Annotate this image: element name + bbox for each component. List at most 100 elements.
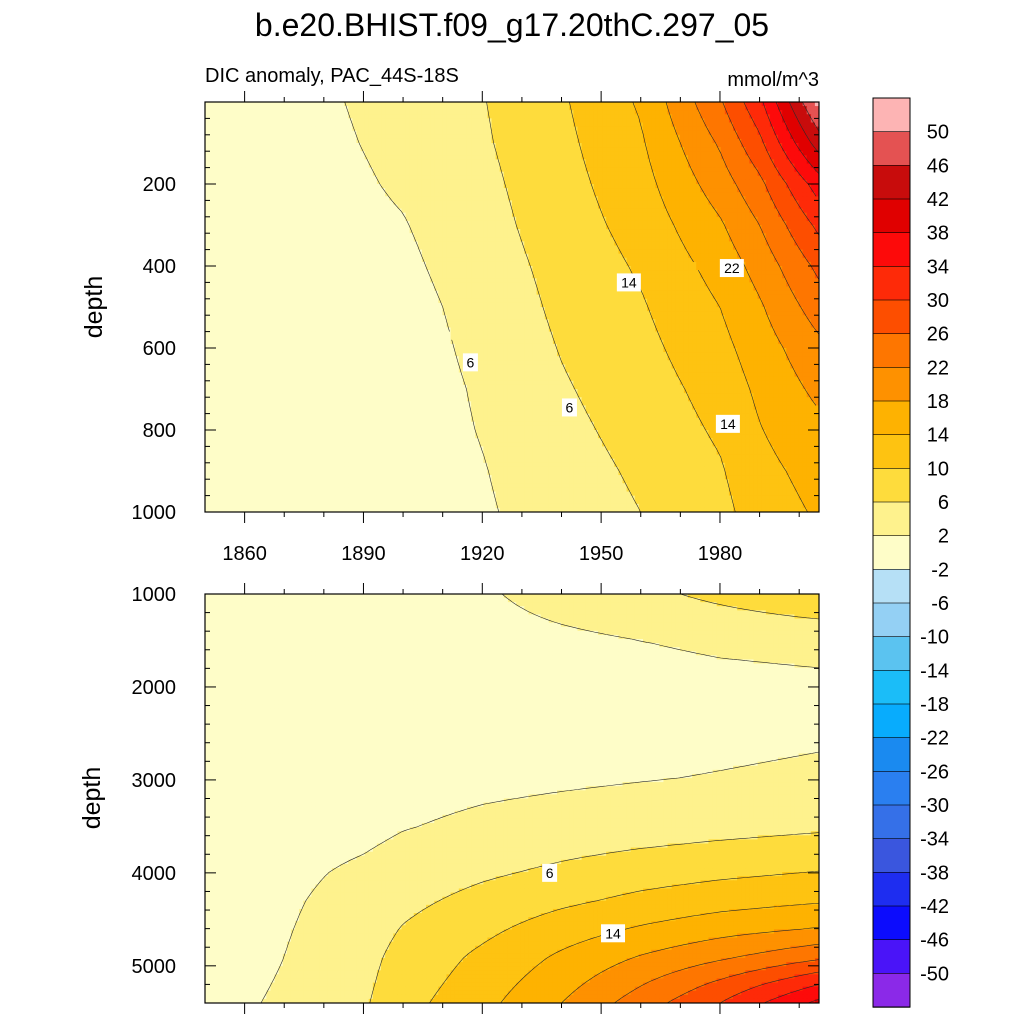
contour-cell xyxy=(552,200,558,206)
contour-cell xyxy=(778,171,783,177)
contour-cell xyxy=(728,175,734,181)
contour-cell xyxy=(597,175,603,181)
contour-cell xyxy=(642,179,648,185)
contour-cell xyxy=(647,196,652,201)
contour-cell xyxy=(221,196,227,201)
contour-cell xyxy=(335,229,341,234)
contour-cell xyxy=(315,225,321,230)
contour-cell xyxy=(786,179,791,185)
contour-cell xyxy=(454,138,460,144)
contour-cell xyxy=(327,114,333,119)
contour-cell xyxy=(532,122,538,128)
contour-cell xyxy=(487,196,493,201)
contour-cell xyxy=(237,192,243,197)
contour-cell xyxy=(295,175,300,181)
contour-cell xyxy=(577,118,583,124)
contour-cell xyxy=(647,110,652,115)
contour-cell xyxy=(335,122,341,128)
contour-cell xyxy=(606,143,611,148)
contour-cell xyxy=(733,122,738,128)
contour-cell xyxy=(667,147,673,152)
contour-cell xyxy=(708,167,714,173)
contour-cell xyxy=(622,225,628,230)
contour-cell xyxy=(569,175,574,181)
contour-cell xyxy=(303,200,308,206)
contour-cell xyxy=(778,134,783,140)
contour-cell xyxy=(405,163,411,169)
contour-cell xyxy=(516,171,521,177)
contour-cell xyxy=(360,212,366,218)
contour-cell xyxy=(548,179,554,185)
contour-cell xyxy=(679,167,685,173)
contour-cell xyxy=(692,110,697,115)
contour-cell xyxy=(557,212,562,218)
contour-cell xyxy=(663,229,669,234)
contour-cell xyxy=(512,167,517,173)
contour-cell xyxy=(618,200,624,206)
contour-cell xyxy=(647,200,652,206)
contour-cell xyxy=(618,118,624,124)
contour-cell xyxy=(712,171,718,177)
contour-cell xyxy=(642,200,648,206)
contour-cell xyxy=(241,118,247,124)
contour-cell xyxy=(282,175,288,181)
contour-cell xyxy=(307,171,313,177)
contour-cell xyxy=(274,220,280,226)
contour-cell xyxy=(229,155,235,160)
contour-cell xyxy=(593,184,599,189)
contour-cell xyxy=(745,126,751,132)
contour-cell xyxy=(577,134,583,140)
contour-cell xyxy=(278,122,284,128)
contour-cell xyxy=(438,155,444,160)
contour-cell xyxy=(626,138,632,144)
contour-cell xyxy=(250,138,255,144)
contour-cell xyxy=(368,171,374,177)
contour-cell xyxy=(507,167,513,173)
contour-cell xyxy=(270,134,276,140)
contour-cell xyxy=(724,184,730,189)
contour-cell xyxy=(372,118,378,124)
contour-cell xyxy=(413,212,419,218)
contour-cell xyxy=(487,179,493,185)
contour-cell xyxy=(282,200,288,206)
contour-cell xyxy=(446,220,452,226)
contour-cell xyxy=(503,155,509,160)
contour-cell xyxy=(364,118,370,124)
contour-cell xyxy=(626,212,632,218)
contour-cell xyxy=(278,237,284,242)
contour-cell xyxy=(229,138,235,144)
contour-cell xyxy=(569,204,574,210)
contour-cell xyxy=(692,184,697,189)
contour-cell xyxy=(499,184,505,189)
contour-cell xyxy=(360,102,366,107)
contour-cell xyxy=(315,171,321,177)
contour-cell xyxy=(323,208,329,214)
contour-cell xyxy=(610,134,615,140)
contour-cell xyxy=(213,143,218,148)
contour-cell xyxy=(679,130,685,136)
contour-cell xyxy=(512,138,517,144)
contour-cell xyxy=(814,184,819,189)
contour-cell xyxy=(393,184,398,189)
contour-cell xyxy=(610,196,615,201)
contour-cell xyxy=(462,143,468,148)
contour-cell xyxy=(376,204,382,210)
contour-cell xyxy=(524,167,529,173)
contour-cell xyxy=(348,126,353,132)
contour-cell xyxy=(773,155,779,160)
contour-cell xyxy=(728,196,734,201)
contour-cell xyxy=(708,179,714,185)
contour-cell xyxy=(229,171,235,177)
contour-cell xyxy=(565,184,570,189)
contour-cell xyxy=(250,216,255,222)
contour-cell xyxy=(577,204,583,210)
contour-cell xyxy=(274,192,280,197)
contour-cell xyxy=(442,122,448,128)
contour-cell xyxy=(597,118,603,124)
contour-cell xyxy=(237,126,243,132)
contour-cell xyxy=(814,102,819,107)
contour-cell xyxy=(462,233,468,238)
contour-cell xyxy=(462,229,468,234)
contour-cell xyxy=(622,147,628,152)
contour-cell xyxy=(491,138,497,144)
